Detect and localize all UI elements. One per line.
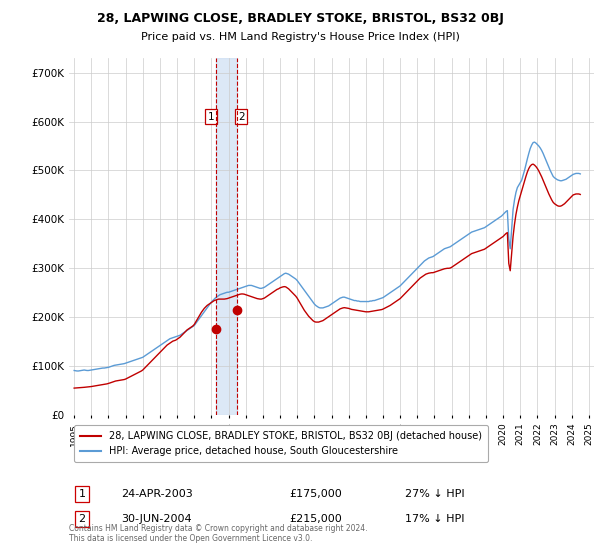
Text: 30-JUN-2004: 30-JUN-2004 xyxy=(121,514,192,524)
Text: Price paid vs. HM Land Registry's House Price Index (HPI): Price paid vs. HM Land Registry's House … xyxy=(140,32,460,42)
Text: 2: 2 xyxy=(79,514,86,524)
Text: 27% ↓ HPI: 27% ↓ HPI xyxy=(405,489,464,499)
Text: Contains HM Land Registry data © Crown copyright and database right 2024.
This d: Contains HM Land Registry data © Crown c… xyxy=(69,524,367,543)
Legend: 28, LAPWING CLOSE, BRADLEY STOKE, BRISTOL, BS32 0BJ (detached house), HPI: Avera: 28, LAPWING CLOSE, BRADLEY STOKE, BRISTO… xyxy=(74,426,488,462)
Text: 28, LAPWING CLOSE, BRADLEY STOKE, BRISTOL, BS32 0BJ: 28, LAPWING CLOSE, BRADLEY STOKE, BRISTO… xyxy=(97,12,503,25)
Text: 24-APR-2003: 24-APR-2003 xyxy=(121,489,193,499)
Text: £175,000: £175,000 xyxy=(290,489,342,499)
Text: 17% ↓ HPI: 17% ↓ HPI xyxy=(405,514,464,524)
Bar xyxy=(217,58,237,415)
Text: 1: 1 xyxy=(79,489,86,499)
Text: £215,000: £215,000 xyxy=(290,514,342,524)
Text: 2: 2 xyxy=(238,111,245,122)
Text: 1: 1 xyxy=(208,111,215,122)
